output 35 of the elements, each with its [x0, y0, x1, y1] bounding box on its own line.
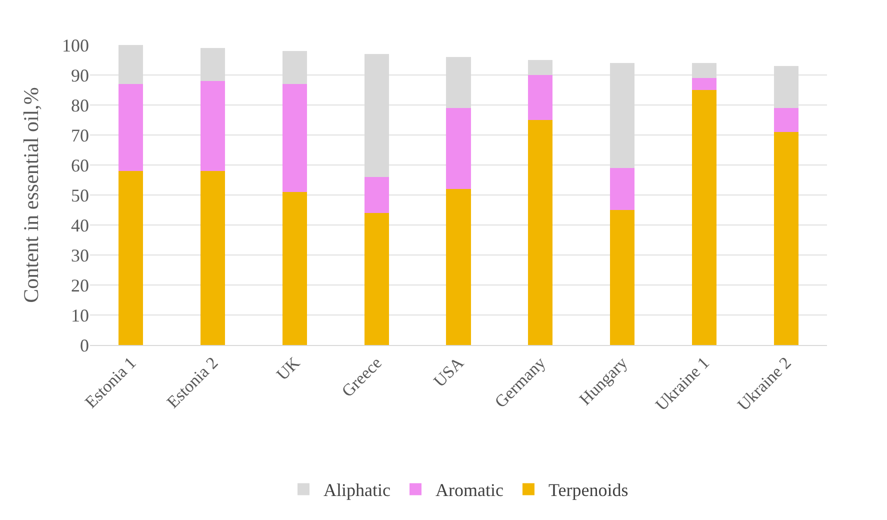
- bar: [118, 171, 144, 345]
- x-tick-label: USA: [430, 352, 468, 391]
- y-tick-label: 80: [71, 95, 89, 116]
- x-tick-label: UK: [272, 352, 304, 384]
- y-tick-label: 70: [71, 125, 89, 146]
- bar: [118, 84, 144, 171]
- bar: [200, 81, 226, 171]
- y-tick-label: 90: [71, 65, 89, 86]
- legend-label: Terpenoids: [548, 480, 628, 500]
- bar: [774, 108, 798, 132]
- bar: [528, 120, 553, 345]
- y-tick-label: 40: [71, 215, 89, 236]
- y-tick-label: 20: [71, 275, 89, 296]
- bar: [610, 210, 635, 345]
- bar: [282, 84, 308, 192]
- bar: [528, 75, 553, 120]
- legend-label: Aromatic: [435, 480, 504, 500]
- y-tick-label: 60: [71, 155, 89, 176]
- bar: [446, 189, 471, 345]
- bar: [282, 192, 308, 345]
- bar: [610, 168, 635, 210]
- bar: [692, 90, 716, 345]
- y-tick-label: 0: [80, 335, 89, 356]
- y-axis-title: Content in essential oil,%: [19, 87, 43, 303]
- legend-label: Aliphatic: [324, 480, 390, 500]
- y-tick-label: 100: [62, 35, 89, 56]
- bar: [774, 132, 798, 345]
- bar: [364, 177, 389, 213]
- bar: [692, 78, 716, 90]
- y-tick-label: 50: [71, 185, 89, 206]
- y-tick-label: 10: [71, 305, 89, 326]
- bar: [200, 171, 226, 345]
- y-tick-label: 30: [71, 245, 89, 266]
- bar: [446, 108, 471, 189]
- bar: [364, 213, 389, 345]
